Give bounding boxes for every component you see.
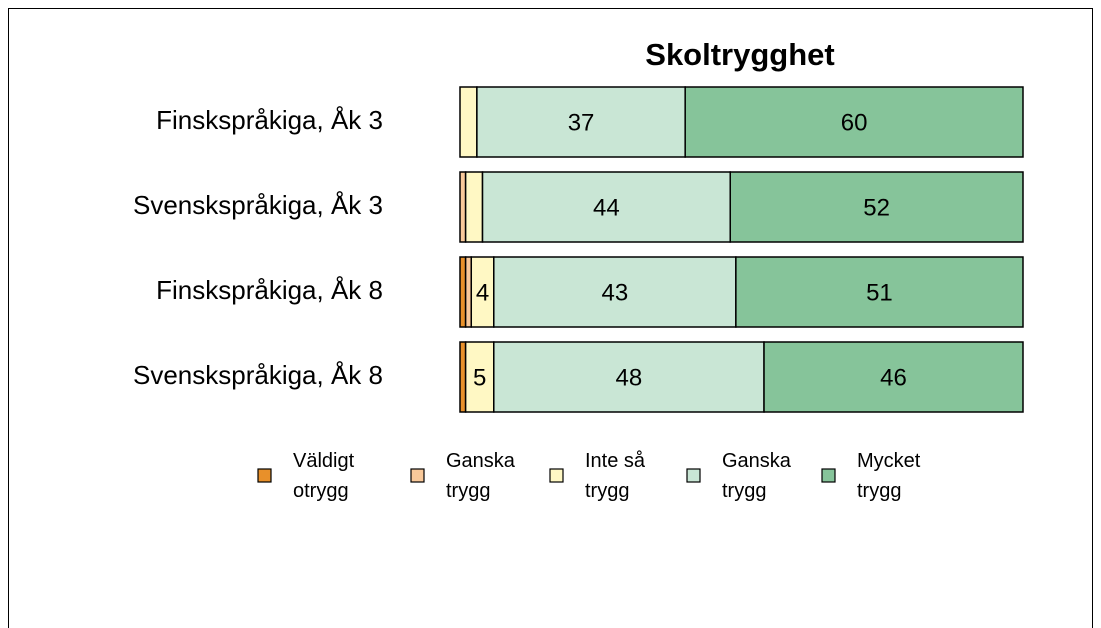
bar-segment <box>481 171 731 243</box>
chart-title: Skoltrygghet <box>645 37 834 72</box>
legend-label: Ganska trygg <box>722 450 792 502</box>
data-label: 48 <box>616 364 643 391</box>
bar-segment <box>493 256 737 328</box>
legend-label: Mycket trygg <box>857 450 921 502</box>
bar-segment <box>729 171 1024 243</box>
y-tick-label: Finskspråkiga, Åk 3 <box>156 105 383 135</box>
bar-segment <box>464 256 473 328</box>
bar-segment <box>464 171 484 243</box>
legend-swatch <box>821 468 836 483</box>
bar-segment <box>735 256 1024 328</box>
data-label: 37 <box>568 109 595 136</box>
y-tick-label: Svenskspråkiga, Åk 8 <box>133 360 383 390</box>
data-label: 4 <box>476 279 489 306</box>
data-label: 60 <box>841 109 868 136</box>
bar-segment <box>684 86 1024 158</box>
legend-swatch <box>686 468 701 483</box>
legend-label: Ganska trygg <box>446 450 516 502</box>
legend-swatch <box>549 468 564 483</box>
legend-label: Inte så trygg <box>585 450 646 502</box>
legend-swatch <box>257 468 272 483</box>
data-label: 43 <box>601 279 628 306</box>
y-tick-label: Svenskspråkiga, Åk 3 <box>133 190 383 220</box>
frame <box>8 8 1093 628</box>
bar-segment <box>459 341 467 413</box>
bar-segment <box>459 171 467 243</box>
y-tick-label: Finskspråkiga, Åk 8 <box>156 275 383 305</box>
data-label: 44 <box>593 194 620 221</box>
data-label: 52 <box>863 194 890 221</box>
bar-segment <box>459 256 467 328</box>
bar-segment <box>763 341 1024 413</box>
legend-swatch <box>410 468 425 483</box>
bar-segment <box>459 86 478 158</box>
data-label: 5 <box>473 364 486 391</box>
data-label: 51 <box>866 279 893 306</box>
data-label: 46 <box>880 364 907 391</box>
legend-label: Väldigt otrygg <box>293 450 355 502</box>
